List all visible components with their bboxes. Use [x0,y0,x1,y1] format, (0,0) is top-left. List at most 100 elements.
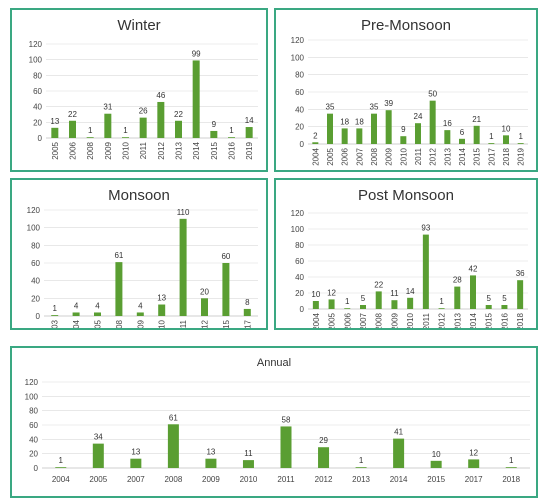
x-tick-label: 2011 [179,319,188,328]
y-tick-label: 40 [31,277,40,286]
x-tick-label: 2013 [352,475,370,484]
y-tick-label: 60 [31,259,40,268]
x-tick-label: 2016 [500,312,509,328]
bar-annual-2013 [355,467,367,468]
bar-pre-monsoon-2004 [312,142,319,144]
bar-winter-2016 [228,137,235,138]
x-tick-label: 2014 [458,147,467,165]
bar-pre-monsoon-2010 [400,136,407,144]
bar-monsoon-2011 [179,218,187,316]
bar-winter-2015 [210,130,218,138]
data-label: 20 [200,287,209,296]
chart-title: Winter [117,17,160,34]
data-label: 39 [384,99,393,108]
bar-pre-monsoon-2009 [385,110,392,144]
bar-post-monsoon-2018 [517,280,524,309]
chart-annual: Annual 0 20 40 60 80 100 120 1 2004 34 2005 13 2007 61… [25,357,530,484]
bar-winter-2008 [86,137,94,138]
bar-annual-2009 [205,458,217,468]
x-tick-label: 2019 [245,141,254,159]
x-tick-label: 2009 [390,312,399,328]
bar-post-monsoon-2009 [391,300,398,309]
data-label: 13 [131,448,140,457]
data-label: 35 [326,103,335,112]
x-tick-label: 2009 [136,319,145,328]
bar-annual-2018 [505,467,517,468]
data-label: 5 [502,294,507,303]
bar-post-monsoon-2014 [470,275,476,309]
data-label: 1 [229,126,234,135]
bar-annual-2004 [55,467,67,468]
x-tick-label: 2008 [370,147,379,165]
bar-annual-2010 [242,460,254,468]
chart-panel-pre-monsoon: Pre-Monsoon 0 20 40 60 80 100 120 2 2004 35 2005 18 2… [274,8,538,172]
data-label: 1 [345,297,350,306]
x-tick-label: 2015 [473,147,482,165]
bar-post-monsoon-2005 [328,299,335,309]
x-tick-label: 2011 [277,475,295,484]
bar-post-monsoon-2012 [438,308,445,309]
data-label: 1 [359,456,364,465]
chart-panel-winter: Winter 0 20 40 60 80 100 120 13 2005 22 2006 1 2008 31… [10,8,268,172]
bar-post-monsoon-2004 [312,301,319,309]
data-label: 22 [374,280,383,289]
x-tick-label: 2005 [94,319,103,328]
chart-winter: Winter0204060801001201320052220061200831… [29,17,258,160]
data-label: 35 [370,103,379,112]
data-label: 34 [94,433,103,442]
x-tick-label: 2010 [158,319,167,328]
data-label: 6 [460,128,465,137]
x-tick-label: 2018 [502,475,520,484]
y-tick-label: 40 [295,105,304,114]
data-label: 14 [245,116,254,125]
x-tick-label: 2007 [355,147,364,165]
y-tick-label: 0 [300,140,305,149]
y-tick-label: 80 [295,241,304,250]
x-tick-label: 2015 [485,312,494,328]
x-tick-label: 2008 [375,312,384,328]
data-label: 24 [414,112,423,121]
y-tick-label: 60 [29,421,38,430]
bar-annual-2015 [430,460,442,468]
x-tick-label: 2012 [438,312,447,328]
x-tick-label: 2006 [343,312,352,328]
x-tick-label: 2014 [192,141,201,159]
data-label: 16 [443,119,452,128]
bar-post-monsoon-2013 [454,286,461,309]
bar-post-monsoon-2010 [407,297,414,309]
bar-pre-monsoon-2008 [371,113,377,144]
y-tick-label: 0 [300,305,305,314]
x-tick-label: 2004 [312,312,321,328]
chart-panel-monsoon: Monsoon 0 20 40 60 80 100 120 1 2003 4 2004 4 2005 61 2… [10,178,268,330]
y-tick-label: 80 [29,407,38,416]
data-label: 93 [421,224,430,233]
y-tick-label: 60 [295,257,304,266]
data-label: 12 [469,448,478,457]
x-tick-label: 2006 [341,147,350,165]
x-tick-label: 2012 [157,141,166,159]
bar-pre-monsoon-2014 [459,138,465,144]
data-label: 41 [394,428,403,437]
x-tick-label: 2013 [443,147,452,165]
x-tick-label: 2004 [72,319,81,328]
x-tick-label: 2014 [469,312,478,328]
x-tick-label: 2013 [453,312,462,328]
data-label: 1 [123,126,128,135]
y-tick-label: 0 [34,464,39,473]
data-label: 18 [355,117,364,126]
data-label: 4 [95,301,100,310]
bar-annual-2014 [393,438,405,468]
data-label: 10 [432,450,441,459]
bar-post-monsoon-2011 [422,234,429,309]
chart-title: Monsoon [108,187,170,204]
data-label: 1 [509,456,514,465]
bar-monsoon-2015 [222,263,230,316]
x-tick-label: 2010 [406,312,415,328]
x-tick-label: 2010 [122,141,131,159]
y-tick-label: 100 [291,225,305,234]
data-label: 42 [469,264,478,273]
data-label: 28 [453,276,462,285]
data-label: 22 [68,110,77,119]
bar-winter-2019 [245,127,253,138]
x-tick-label: 2006 [69,141,78,159]
